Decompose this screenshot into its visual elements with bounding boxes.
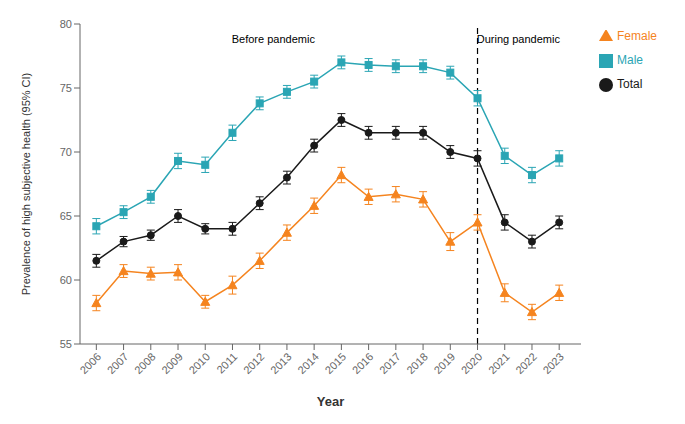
svg-text:70: 70 [60,146,72,158]
svg-text:2007: 2007 [105,350,131,376]
svg-text:2021: 2021 [486,350,512,376]
svg-text:2008: 2008 [132,350,158,376]
svg-text:2016: 2016 [350,350,376,376]
svg-text:65: 65 [60,210,72,222]
svg-text:2020: 2020 [459,350,485,376]
svg-text:80: 80 [60,18,72,30]
svg-text:2010: 2010 [186,350,212,376]
svg-text:2012: 2012 [241,350,267,376]
svg-text:55: 55 [60,338,72,350]
html-text:Total: Total [617,77,643,91]
svg-text:2017: 2017 [377,350,403,376]
svg-text:Year: Year [317,394,344,409]
svg-text:2018: 2018 [404,350,430,376]
svg-text:2015: 2015 [323,350,349,376]
svg-text:2023: 2023 [540,350,566,376]
svg-text:2022: 2022 [513,350,539,376]
svg-text:2011: 2011 [214,350,239,375]
svg-text:During pandemic: During pandemic [477,33,561,45]
html-text:Female: Female [617,29,657,43]
html-text:Male: Male [617,53,643,67]
svg-text:60: 60 [60,274,72,286]
svg-text:Before pandemic: Before pandemic [232,33,316,45]
svg-text:2019: 2019 [431,350,457,376]
svg-text:2013: 2013 [268,350,294,376]
svg-text:Prevalence of high subjective: Prevalence of high subjective health (95… [20,73,32,296]
svg-text:2014: 2014 [295,350,321,376]
svg-text:75: 75 [60,82,72,94]
svg-text:2006: 2006 [77,350,103,376]
svg-text:2009: 2009 [159,350,185,376]
